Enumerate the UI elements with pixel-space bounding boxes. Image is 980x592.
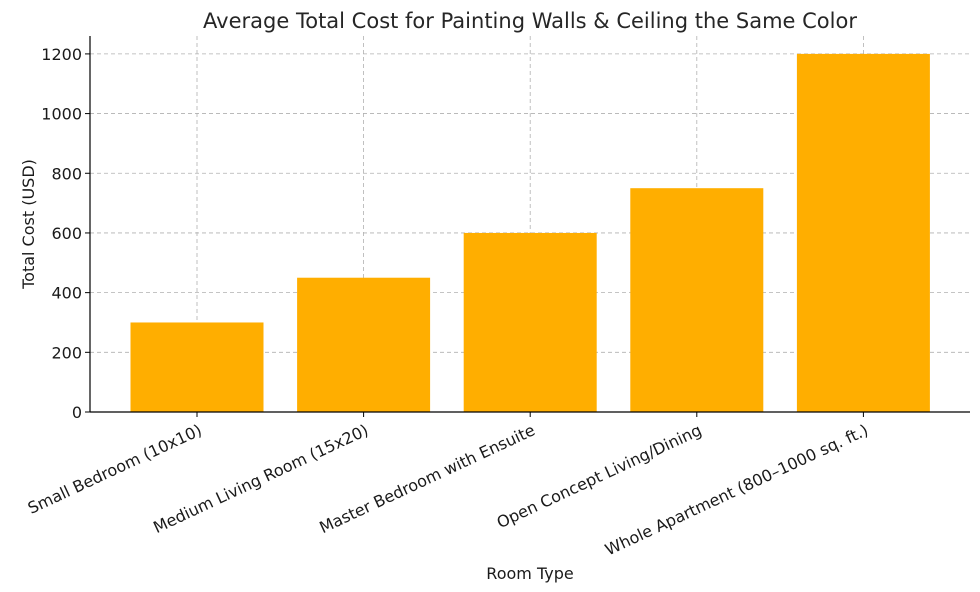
x-tick-labels: Small Bedroom (10x10)Medium Living Room … [25,420,871,559]
y-tick-labels: 0 200 400 600 800 1000 1200 [41,45,82,422]
bars-layer [130,53,930,413]
y-tick-label: 400 [51,284,82,303]
bar [630,188,764,412]
axes-layer [85,36,970,417]
bar [463,232,597,412]
bar [297,277,431,412]
x-tick-label: Whole Apartment (800–1000 sq. ft.) [602,420,871,559]
y-tick-label: 600 [51,224,82,243]
y-tick-label: 1000 [41,105,82,124]
x-axis-label: Room Type [486,564,573,583]
bar [130,322,264,412]
x-tick-label: Small Bedroom (10x10) [25,420,205,517]
y-tick-label: 800 [51,164,82,183]
y-tick-label: 1200 [41,45,82,64]
y-tick-label: 200 [51,343,82,362]
bar [796,53,930,413]
y-axis-label: Total Cost (USD) [19,159,38,290]
y-tick-label: 0 [72,403,82,422]
chart-title: Average Total Cost for Painting Walls & … [203,9,857,33]
